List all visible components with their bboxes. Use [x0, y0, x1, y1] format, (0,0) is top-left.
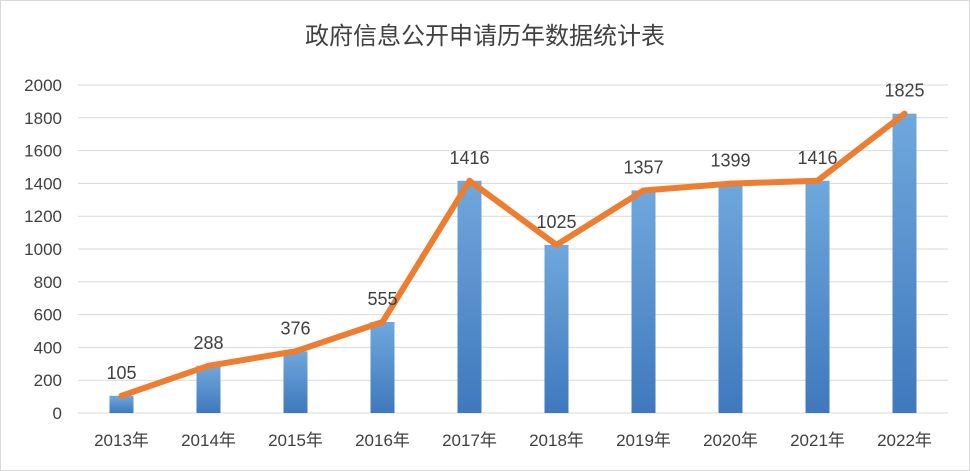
x-tick-label: 2014年: [181, 431, 236, 450]
line-point-2019年: [640, 187, 647, 194]
data-label: 1025: [536, 212, 576, 232]
data-label: 105: [106, 363, 136, 383]
y-tick-label: 2000: [24, 76, 62, 95]
data-label: 1825: [884, 81, 924, 101]
bar-2022年: [892, 113, 917, 413]
x-tick-label: 2020年: [703, 431, 758, 450]
bar-2016年: [370, 321, 395, 413]
trend-line: [118, 110, 908, 399]
y-tick-label: 800: [34, 273, 62, 292]
bar-2019年: [631, 190, 656, 413]
y-tick-label: 200: [34, 371, 62, 390]
line-point-2014年: [205, 362, 212, 369]
x-tick-label: 2016年: [355, 431, 410, 450]
chart-title: 政府信息公开申请历年数据统计表: [305, 22, 665, 50]
data-label: 1399: [710, 151, 750, 171]
x-tick-label: 2021年: [790, 431, 845, 450]
data-label: 555: [367, 289, 397, 309]
line-point-2017年: [466, 177, 473, 184]
x-tick-label: 2019年: [616, 431, 671, 450]
bar-2021年: [805, 180, 830, 413]
y-tick-label: 0: [53, 404, 62, 423]
bar-2015年: [283, 351, 308, 413]
line-point-2015年: [292, 348, 299, 355]
y-tick-label: 400: [34, 338, 62, 357]
y-tick-label: 1400: [24, 174, 62, 193]
x-tick-label: 2018年: [529, 431, 584, 450]
data-label: 376: [280, 318, 310, 338]
bar-2013年: [109, 395, 134, 413]
bar-2020年: [718, 183, 743, 413]
y-tick-label: 600: [34, 306, 62, 325]
line-point-2018年: [553, 241, 560, 248]
line-point-2016年: [379, 318, 386, 325]
x-tick-label: 2013年: [94, 431, 149, 450]
line-point-2020年: [727, 180, 734, 187]
x-tick-label: 2015年: [268, 431, 323, 450]
line-point-2021年: [814, 177, 821, 184]
data-label: 1357: [623, 157, 663, 177]
x-tick-label: 2017年: [442, 431, 497, 450]
y-tick-label: 1800: [24, 109, 62, 128]
data-label: 1416: [797, 148, 837, 168]
y-tick-label: 1200: [24, 207, 62, 226]
x-tick-label: 2022年: [877, 431, 932, 450]
line-point-2013年: [118, 392, 125, 399]
bar-2018年: [544, 244, 569, 413]
data-label: 1416: [449, 148, 489, 168]
y-tick-label: 1600: [24, 142, 62, 161]
bar-2017年: [457, 180, 482, 413]
y-tick-label: 1000: [24, 240, 62, 259]
data-label: 288: [193, 333, 223, 353]
line-point-2022年: [901, 110, 908, 117]
bar-2014年: [196, 365, 221, 413]
